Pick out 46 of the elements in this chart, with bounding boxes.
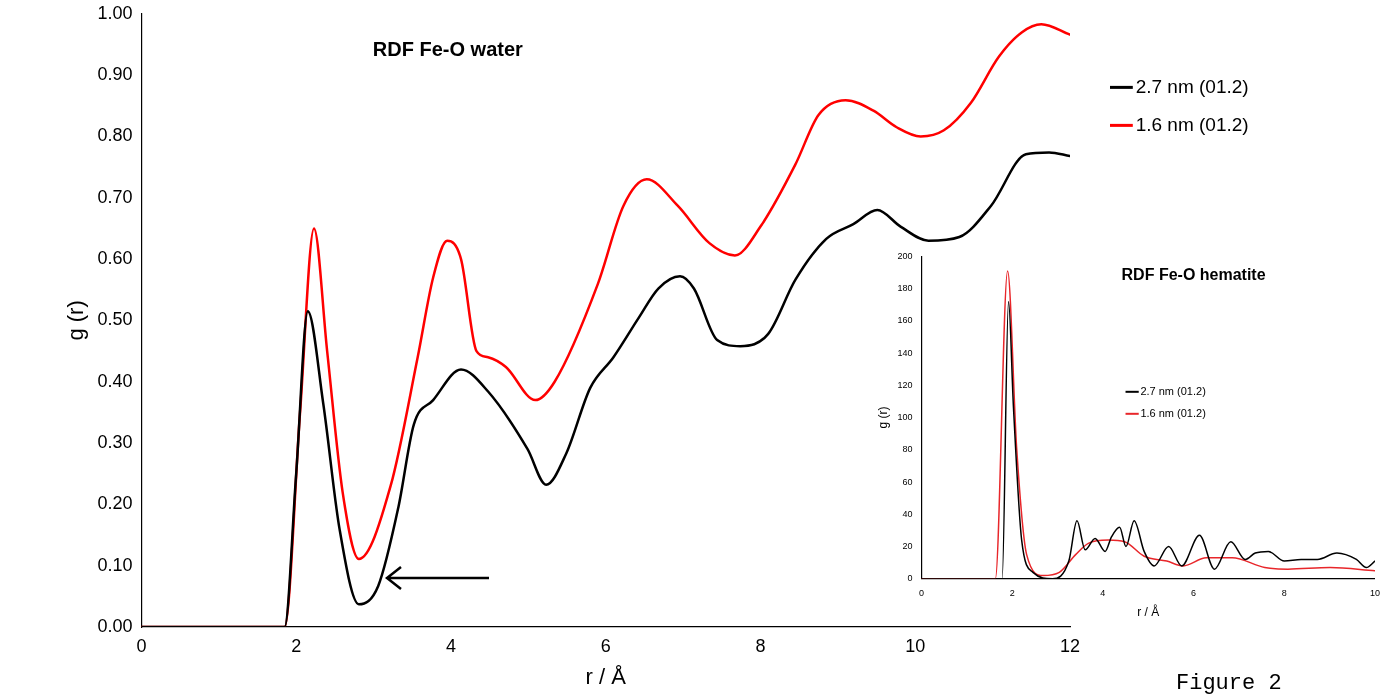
x-tick-label: 4 [1100,587,1106,598]
y-tick-label: 0.70 [97,186,133,207]
y-tick-label: 0.50 [97,309,133,330]
legend-label: 2.7 nm (01.2) [1135,75,1249,97]
legend-label: 1.6 nm (01.2) [1140,406,1206,419]
x-tick-label: 6 [1191,587,1197,598]
text: RDF Fe-O hematite [1121,266,1266,284]
text: RDF Fe-O water [372,38,524,61]
legend-label: 1.6 nm (01.2) [1135,113,1249,135]
y-tick-label: 140 [897,347,913,358]
y-tick-label: 160 [897,315,913,326]
caption: Figure 2 [1176,671,1282,696]
y-tick-label: 0.00 [97,615,133,636]
y-tick-label: 200 [897,250,913,261]
y-tick-label: 40 [902,508,913,519]
y-tick-label: 80 [902,444,913,455]
y-axis-title: g (r) [875,406,890,429]
y-axis-title: g (r) [63,300,89,341]
x-tick-label: 0 [136,635,147,656]
legend-label: 2.7 nm (01.2) [1140,384,1206,397]
x-tick-label: 8 [1281,587,1287,598]
y-tick-label: 1.00 [97,2,133,23]
x-tick-label: 2 [291,635,302,656]
x-tick-label: 2 [1009,587,1015,598]
x-tick-label: 12 [1059,635,1081,656]
x-tick-label: 0 [918,587,924,598]
y-tick-label: 20 [902,541,913,552]
y-tick-label: 0.30 [97,432,133,453]
y-tick-label: 120 [897,379,913,390]
y-tick-label: 0.40 [97,370,133,391]
y-tick-label: 0.90 [97,64,133,85]
y-tick-label: 0.10 [97,554,133,575]
y-tick-label: 0.20 [97,493,133,514]
y-tick-label: 0 [907,573,913,584]
y-tick-label: 100 [897,412,913,423]
y-tick-label: 0.60 [97,248,133,269]
x-tick-label: 8 [755,635,766,656]
x-tick-label: 10 [905,635,926,656]
x-axis-title: r / Å [585,663,627,689]
x-tick-label: 10 [1369,587,1380,598]
y-tick-label: 180 [897,283,913,294]
y-tick-label: 60 [902,476,913,487]
x-tick-label: 4 [445,635,456,656]
x-tick-label: 6 [600,635,611,656]
x-axis-title: r / Å [1137,604,1160,620]
y-tick-label: 0.80 [97,125,133,146]
